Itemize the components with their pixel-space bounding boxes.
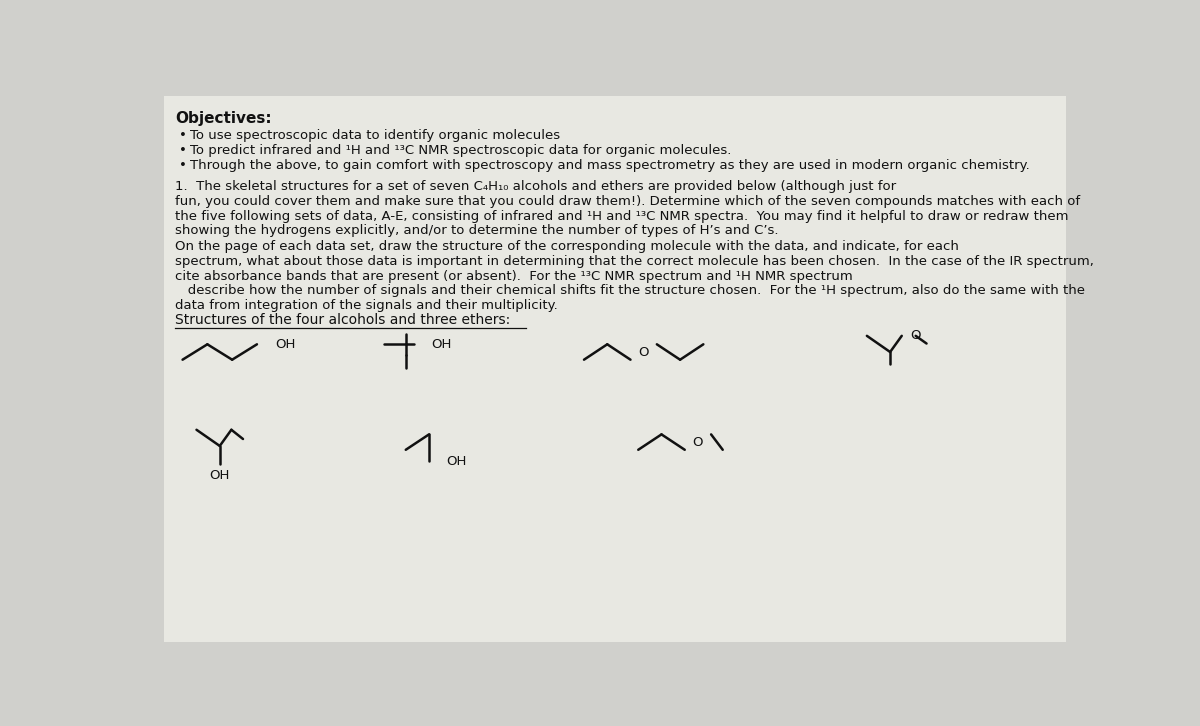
Text: describe how the number of signals and their chemical shifts fit the structure c: describe how the number of signals and t… [175,285,1085,297]
Text: •: • [180,144,187,157]
Text: On the page of each data set, draw the structure of the corresponding molecule w: On the page of each data set, draw the s… [175,240,959,253]
Text: OH: OH [276,338,296,351]
Text: O: O [911,330,920,343]
Text: •: • [180,129,187,142]
Text: the five following sets of data, A-E, consisting of infrared and ¹H and ¹³C NMR : the five following sets of data, A-E, co… [175,210,1068,223]
Text: spectrum, what about those data is important in determining that the correct mol: spectrum, what about those data is impor… [175,255,1093,268]
Text: O: O [638,346,649,359]
Text: O: O [692,436,703,449]
Text: 1.  The skeletal structures for a set of seven C₄H₁₀ alcohols and ethers are pro: 1. The skeletal structures for a set of … [175,180,896,193]
Text: showing the hydrogens explicitly, and/or to determine the number of types of H’s: showing the hydrogens explicitly, and/or… [175,224,779,237]
Text: Objectives:: Objectives: [175,111,271,126]
Text: •: • [180,160,187,173]
Text: Structures of the four alcohols and three ethers:: Structures of the four alcohols and thre… [175,313,510,327]
Text: OH: OH [432,338,452,351]
Text: To predict infrared and ¹H and ¹³C NMR spectroscopic data for organic molecules.: To predict infrared and ¹H and ¹³C NMR s… [191,144,732,157]
Text: data from integration of the signals and their multiplicity.: data from integration of the signals and… [175,299,558,312]
FancyBboxPatch shape [164,96,1066,643]
Text: OH: OH [210,470,230,483]
Text: Through the above, to gain comfort with spectroscopy and mass spectrometry as th: Through the above, to gain comfort with … [191,160,1030,173]
Text: To use spectroscopic data to identify organic molecules: To use spectroscopic data to identify or… [191,129,560,142]
Text: cite absorbance bands that are present (or absent).  For the ¹³C NMR spectrum an: cite absorbance bands that are present (… [175,269,852,282]
Text: OH: OH [446,455,467,468]
Text: fun, you could cover them and make sure that you could draw them!). Determine wh: fun, you could cover them and make sure … [175,195,1080,208]
